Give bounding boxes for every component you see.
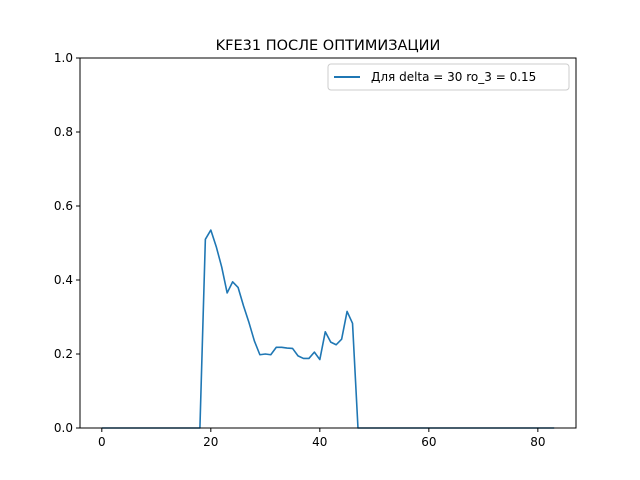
plot-frame [79,57,577,429]
x-axis: 0 20 40 60 80 [98,428,545,449]
y-tick-label: 1.0 [54,51,73,65]
x-tick-label: 0 [98,435,106,449]
y-tick-label: 0.6 [54,199,73,213]
x-tick-label: 80 [530,435,545,449]
x-tick-label: 20 [203,435,218,449]
legend: Для delta = 30 ro_3 = 0.15 [327,63,570,91]
y-tick-label: 0.0 [54,421,73,435]
plot-area [101,229,555,429]
y-axis: 0.0 0.2 0.4 0.6 0.8 1.0 [54,51,80,435]
x-tick-label: 60 [421,435,436,449]
y-tick-label: 0.2 [54,347,73,361]
x-tick-label: 40 [312,435,327,449]
legend-series-label: Для delta = 30 ro_3 = 0.15 [371,70,536,84]
series-line [101,229,555,429]
y-tick-label: 0.4 [54,273,73,287]
chart-title: KFE31 ПОСЛЕ ОПТИМИЗАЦИИ [216,38,441,54]
legend-box [327,63,570,91]
y-tick-label: 0.8 [54,125,73,139]
